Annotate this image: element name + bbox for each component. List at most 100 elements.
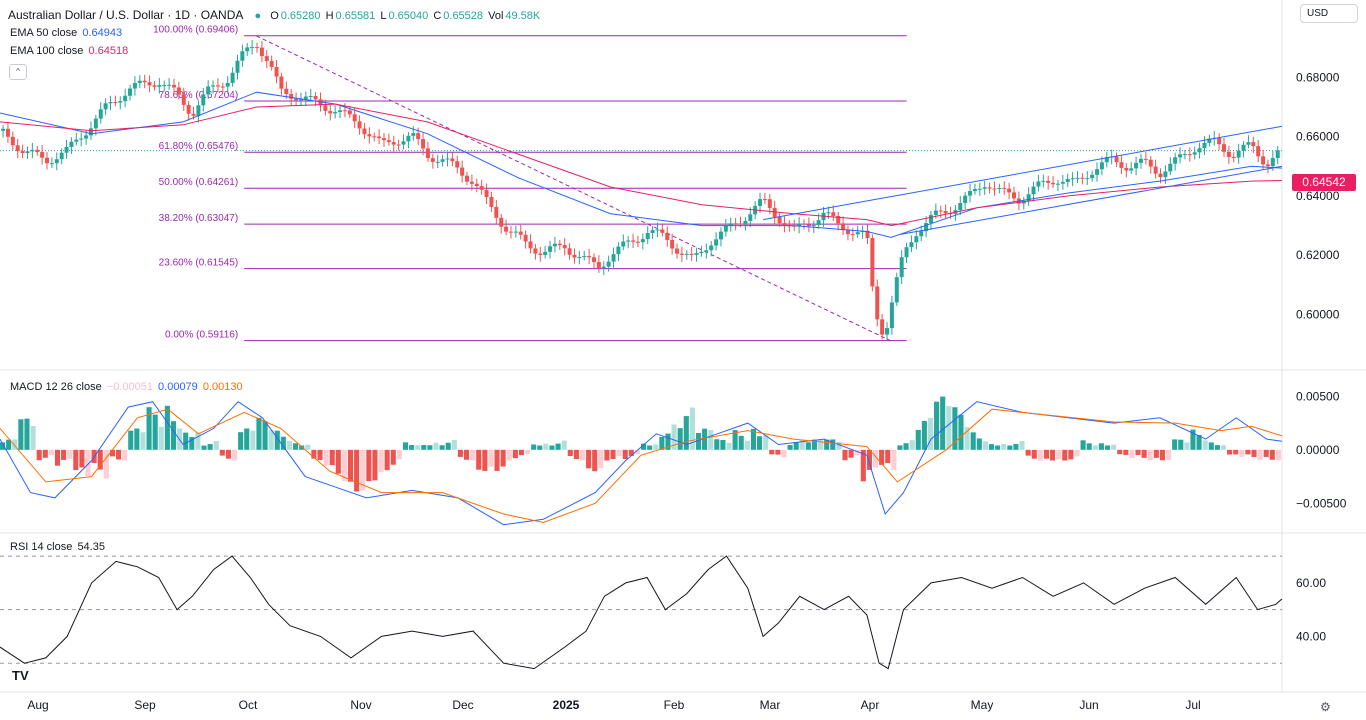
- candle-body: [1129, 168, 1134, 171]
- time-tick-label: Nov: [350, 698, 371, 712]
- price-tick-label: 0.62000: [1296, 248, 1340, 262]
- macd-histogram-bar: [952, 407, 958, 450]
- candle-body: [1168, 163, 1173, 172]
- macd-histogram-bar: [213, 440, 219, 450]
- candle-body: [762, 199, 767, 201]
- candle-body: [606, 261, 611, 267]
- candle-body: [64, 147, 69, 153]
- candle-body: [123, 95, 128, 102]
- tradingview-logo[interactable]: TV: [12, 668, 29, 683]
- macd-histogram-bar: [262, 421, 268, 450]
- gear-icon[interactable]: ⚙: [1320, 700, 1331, 714]
- macd-histogram-bar: [24, 418, 30, 450]
- macd-histogram-bar: [695, 432, 702, 450]
- candle-body: [801, 223, 806, 225]
- macd-histogram-bar: [659, 436, 665, 450]
- candle-body: [274, 66, 279, 77]
- fib-trend-line: [256, 35, 892, 342]
- ema50-legend[interactable]: EMA 50 close 0.64943: [10, 26, 124, 40]
- macd-histogram-bar: [1166, 449, 1172, 460]
- macd-histogram-bar: [293, 443, 299, 450]
- macd-histogram-bar: [409, 445, 415, 450]
- macd-histogram-bar: [201, 445, 207, 450]
- candle-body: [255, 47, 260, 49]
- macd-histogram-bar: [231, 449, 238, 461]
- candle-body: [963, 195, 968, 204]
- candle-body: [1163, 171, 1168, 178]
- candle-body: [1026, 194, 1031, 201]
- candle-body: [1099, 162, 1104, 170]
- candle-body: [631, 240, 636, 242]
- candle-body: [377, 136, 382, 139]
- symbol-title[interactable]: Australian Dollar / U.S. Dollar · 1D · O…: [8, 8, 244, 22]
- candle-body: [1070, 178, 1075, 180]
- candle-body: [386, 140, 391, 143]
- candle-body: [54, 159, 59, 164]
- candle-body: [723, 225, 728, 232]
- candle-body: [1007, 188, 1012, 193]
- candle-body: [679, 253, 684, 255]
- candle-body: [538, 253, 543, 255]
- macd-legend[interactable]: MACD 12 26 close −0.00051 0.00079 0.0013…: [10, 380, 245, 394]
- chart-header: Australian Dollar / U.S. Dollar · 1D · O…: [8, 8, 542, 23]
- candle-body: [1197, 148, 1202, 153]
- candle-body: [313, 96, 318, 100]
- macd-histogram-bar: [946, 406, 952, 450]
- rsi-legend[interactable]: RSI 14 close 54.35: [10, 540, 107, 554]
- macd-histogram-bar: [1147, 449, 1153, 461]
- macd-histogram-bar: [1019, 440, 1025, 450]
- fib-level-label: 38.20% (0.63047): [159, 213, 239, 224]
- macd-histogram-bar: [207, 444, 213, 450]
- macd-histogram-bar: [1141, 449, 1147, 458]
- candle-body: [933, 210, 938, 215]
- candle-body: [557, 243, 562, 246]
- macd-histogram-bar: [158, 426, 164, 450]
- candle-body: [1036, 181, 1041, 187]
- candle-body: [342, 110, 347, 112]
- candle-body: [548, 246, 553, 252]
- macd-histogram-bar: [390, 449, 396, 465]
- macd-histogram-bar: [67, 449, 73, 459]
- macd-signal-value: 0.00130: [202, 381, 243, 393]
- candle-body: [836, 215, 841, 224]
- macd-histogram-bar: [506, 449, 512, 461]
- ema100-legend[interactable]: EMA 100 close 0.64518: [10, 44, 130, 58]
- close-value: 0.65528: [443, 10, 484, 22]
- time-tick-label: May: [971, 698, 994, 712]
- macd-histogram-bar: [940, 396, 946, 450]
- candle-body: [196, 105, 201, 116]
- candle-body: [738, 223, 743, 225]
- macd-histogram-bar: [616, 449, 622, 456]
- macd-histogram-bar: [1220, 445, 1227, 450]
- candle-body: [567, 248, 572, 255]
- candle-body: [372, 136, 377, 138]
- macd-histogram-bar: [115, 449, 122, 460]
- collapse-legend-button[interactable]: ^: [9, 64, 27, 80]
- candle-body: [635, 241, 640, 243]
- macd-histogram-bar: [1257, 449, 1263, 460]
- channel-upper-line: [763, 125, 1283, 221]
- fib-level-label: 61.80% (0.65476): [159, 141, 239, 152]
- candle-body: [230, 72, 235, 83]
- candle-body: [250, 47, 255, 49]
- candle-body: [655, 229, 660, 231]
- candle-body: [298, 99, 303, 101]
- macd-histogram-bar: [42, 449, 48, 458]
- macd-histogram-bar: [341, 449, 347, 482]
- ema50-label: EMA 50 close: [10, 27, 78, 39]
- macd-histogram-bar: [109, 449, 115, 457]
- candle-body: [401, 141, 406, 145]
- macd-histogram-bar: [573, 449, 579, 460]
- candle-body: [479, 186, 484, 190]
- fib-level-label: 23.60% (0.61545): [159, 258, 239, 269]
- candle-body: [601, 266, 606, 269]
- macd-histogram-bar: [1068, 449, 1074, 460]
- macd-histogram-bar: [531, 444, 537, 450]
- candle-body: [1251, 142, 1256, 147]
- time-tick-label: Jul: [1185, 698, 1200, 712]
- macd-histogram-bar: [866, 449, 872, 470]
- currency-selector[interactable]: USD: [1300, 4, 1358, 23]
- candle-body: [577, 256, 582, 258]
- candle-body: [777, 216, 782, 224]
